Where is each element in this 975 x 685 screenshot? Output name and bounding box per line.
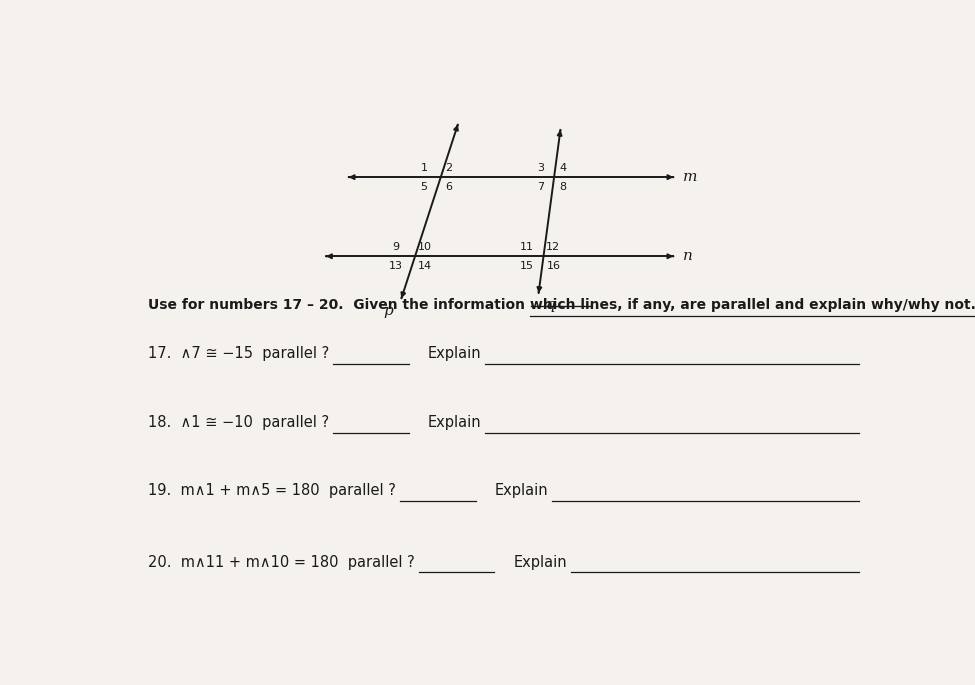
Text: which lines, if any, are parallel and explain why/why not.: which lines, if any, are parallel and ex… [530, 298, 975, 312]
Text: 15: 15 [520, 261, 534, 271]
Text: 2: 2 [445, 162, 451, 173]
Text: 18.  ∧1 ≅ −10  parallel ?: 18. ∧1 ≅ −10 parallel ? [148, 415, 330, 430]
Text: 13: 13 [389, 261, 404, 271]
Text: p: p [383, 303, 393, 318]
Text: 5: 5 [420, 182, 428, 192]
Text: 3: 3 [537, 162, 544, 173]
Text: 9: 9 [393, 242, 400, 252]
Text: 20.  m∧11 + m∧10 = 180  parallel ?: 20. m∧11 + m∧10 = 180 parallel ? [148, 555, 415, 570]
Text: 10: 10 [418, 242, 432, 252]
Text: 1: 1 [420, 162, 428, 173]
Text: m: m [682, 170, 697, 184]
Text: 6: 6 [445, 182, 451, 192]
Text: Explain: Explain [513, 555, 566, 570]
Text: Use for numbers 17 – 20.  Given the information: Use for numbers 17 – 20. Given the infor… [148, 298, 530, 312]
Text: Explain: Explain [428, 347, 482, 361]
Text: Explain: Explain [494, 484, 548, 499]
Text: 16: 16 [546, 261, 561, 271]
Text: 8: 8 [560, 182, 566, 192]
Text: 7: 7 [537, 182, 544, 192]
Text: 12: 12 [546, 242, 561, 252]
Text: 19.  m∧1 + m∧5 = 180  parallel ?: 19. m∧1 + m∧5 = 180 parallel ? [148, 484, 396, 499]
Text: Explain: Explain [428, 415, 482, 430]
Text: q: q [546, 299, 556, 312]
Text: 17.  ∧7 ≅ −15  parallel ?: 17. ∧7 ≅ −15 parallel ? [148, 347, 330, 361]
Text: 11: 11 [520, 242, 534, 252]
Text: 4: 4 [560, 162, 566, 173]
Text: 14: 14 [418, 261, 432, 271]
Text: n: n [682, 249, 692, 263]
